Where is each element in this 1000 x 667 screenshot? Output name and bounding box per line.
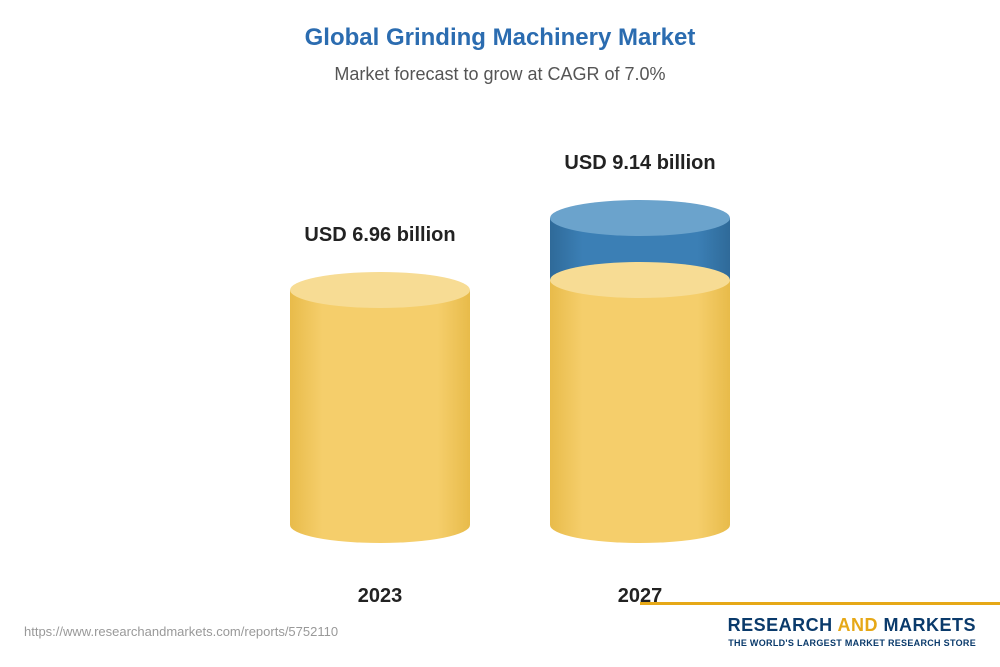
cyl-bottom-ellipse: [550, 507, 730, 543]
logo-research: RESEARCH: [728, 615, 833, 635]
source-url: https://www.researchandmarkets.com/repor…: [24, 624, 338, 639]
chart-title: Global Grinding Machinery Market: [0, 0, 1000, 52]
logo-and: AND: [833, 615, 884, 635]
logo-tagline: THE WORLD'S LARGEST MARKET RESEARCH STOR…: [728, 638, 976, 648]
chart-area: USD 6.96 billion2023 USD 9.14 billion2027: [0, 95, 1000, 555]
logo-markets: MARKETS: [884, 615, 977, 635]
logo: RESEARCH AND MARKETS THE WORLD'S LARGEST…: [728, 615, 976, 648]
cyl-bottom-ellipse: [290, 507, 470, 543]
cylinder-body-2027: [550, 95, 730, 555]
cyl-segment: [550, 280, 730, 525]
chart-subtitle: Market forecast to grow at CAGR of 7.0%: [0, 52, 1000, 85]
cyl-top-ellipse: [550, 262, 730, 298]
cyl-top-ellipse: [290, 272, 470, 308]
cylinder-2023: USD 6.96 billion2023: [280, 95, 480, 555]
logo-text: RESEARCH AND MARKETS: [728, 615, 976, 636]
footer: https://www.researchandmarkets.com/repor…: [0, 603, 1000, 667]
cylinder-2027: USD 9.14 billion2027: [540, 95, 740, 555]
cyl-top-ellipse: [550, 200, 730, 236]
cylinder-body-2023: [290, 95, 470, 555]
cyl-segment: [290, 290, 470, 525]
